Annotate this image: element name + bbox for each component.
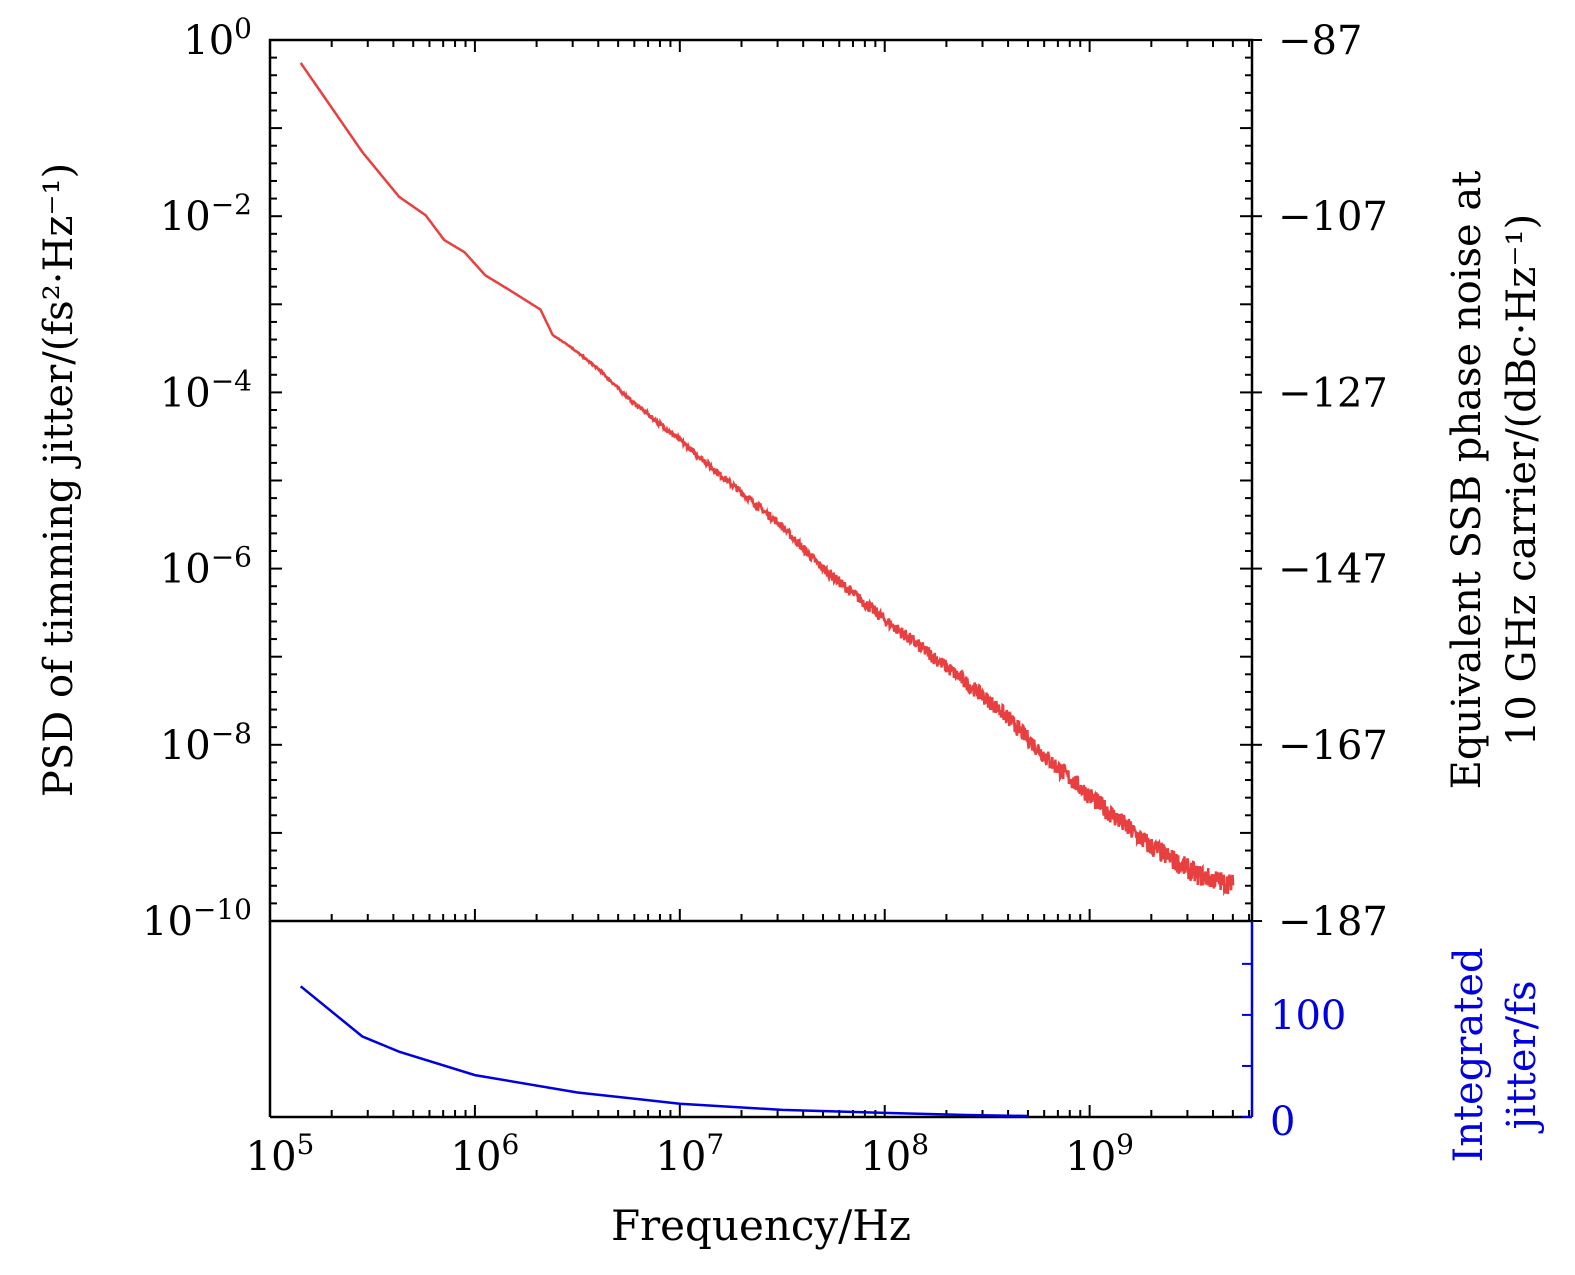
- right-tick-label: −167: [1278, 723, 1388, 769]
- right-tick-label: −147: [1278, 547, 1388, 593]
- x-tick-label: 106: [451, 1128, 520, 1180]
- left-tick-label: 10−10: [142, 893, 252, 945]
- integrated-jitter-label-line2: jitter/fs: [1499, 981, 1545, 1134]
- right-tick-label: −127: [1278, 370, 1388, 416]
- top-panel: 100 10−2 10−4 10−6 10−8 10−10 −87 −107 −127 −147 −…: [142, 12, 1388, 945]
- jitter-tick-label: 100: [1270, 993, 1346, 1039]
- integrated-jitter-label-line1: Integrated: [1446, 947, 1492, 1162]
- top-plot-frame: [268, 38, 1254, 923]
- left-tick-label: 10−6: [160, 541, 252, 593]
- integrated-jitter-line: [299, 985, 1029, 1118]
- right-tick-label: −87: [1278, 18, 1362, 64]
- left-tick-label: 10−8: [160, 717, 252, 769]
- x-axis-label: Frequency/Hz: [611, 1201, 911, 1250]
- right-y-axis-label-line1: Equivalent SSB phase noise at: [1444, 171, 1490, 790]
- right-tick-label: −107: [1278, 194, 1388, 240]
- x-tick-label: 109: [1065, 1128, 1134, 1180]
- left-tick-label: 10−2: [160, 188, 252, 240]
- right-y-axis-label-line2: 10 GHz carrier/(dBc·Hz⁻¹): [1499, 214, 1545, 746]
- psd-series-line: [299, 62, 1235, 897]
- left-y-axis-label: PSD of timming jitter/(fs²·Hz⁻¹): [36, 163, 82, 797]
- x-tick-label: 108: [860, 1128, 929, 1180]
- x-tick-label: 105: [246, 1128, 315, 1180]
- right-tick-label: −187: [1278, 899, 1388, 945]
- x-tick-label: 107: [655, 1128, 724, 1180]
- left-tick-label: 10−4: [160, 364, 252, 416]
- jitter-tick-label: 0: [1270, 1099, 1295, 1145]
- left-tick-label: 100: [183, 12, 252, 64]
- bottom-panel: 105 106 107 108 109 0 100: [246, 921, 1346, 1180]
